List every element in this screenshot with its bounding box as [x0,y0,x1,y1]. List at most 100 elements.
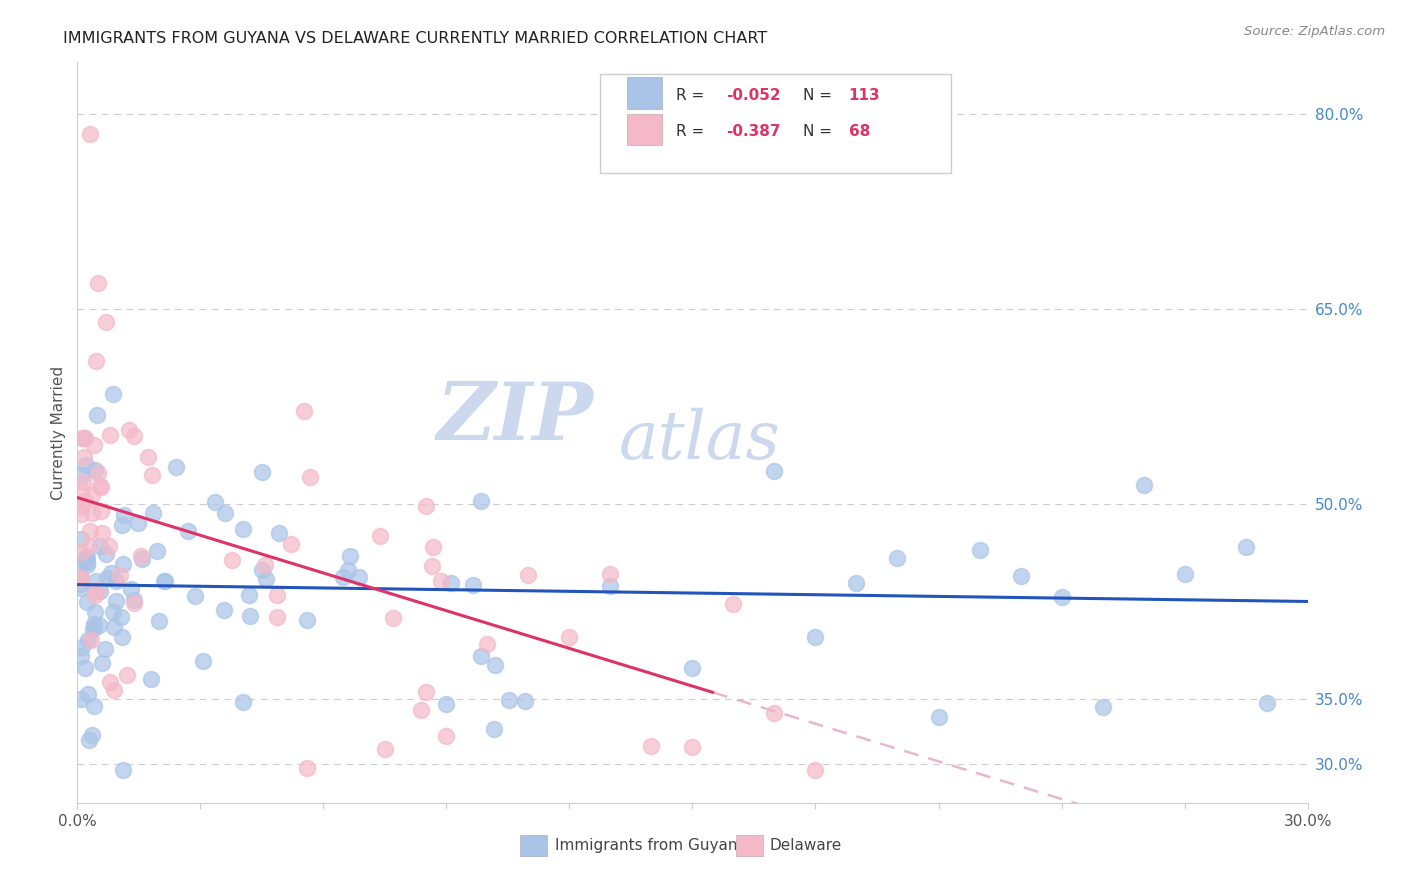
Point [84,605,107,619]
Point [98,675,121,690]
Point [87,617,110,632]
Text: R =: R = [676,124,710,139]
Point [238,588,260,602]
Text: -0.387: -0.387 [725,124,780,139]
Point [415,685,437,699]
Point [232,695,254,709]
Point [184,589,207,603]
Text: 68: 68 [849,124,870,139]
Text: -0.052: -0.052 [725,88,780,103]
Point [70,431,93,445]
Point [484,657,506,672]
Point [83,617,105,632]
Point [347,570,370,584]
Point [73,431,96,445]
Point [70,558,93,572]
Point [73,431,96,445]
Point [254,572,277,586]
FancyBboxPatch shape [600,73,950,173]
Point [77,687,100,701]
Point [969,543,991,558]
Point [83,699,105,714]
Point [70,468,93,483]
Point [191,654,214,668]
Point [75,458,97,472]
Point [298,470,321,484]
Point [70,572,93,586]
Point [87,466,110,480]
Point [297,761,319,775]
Point [84,353,107,368]
Text: 113: 113 [849,88,880,103]
Point [250,465,273,479]
Point [928,709,950,723]
Point [103,683,125,698]
Point [682,739,704,754]
Point [80,506,103,520]
Point [1234,541,1257,555]
Point [72,640,94,655]
Point [470,648,492,663]
Point [122,429,145,443]
Point [266,610,288,624]
Point [886,550,908,565]
Point [1132,478,1154,492]
Point [83,438,105,452]
Bar [627,113,662,145]
Point [463,578,485,592]
Point [127,516,149,531]
Point [80,487,103,501]
Point [94,548,117,562]
Point [146,544,169,558]
Point [1050,590,1073,604]
Point [111,518,134,533]
Point [70,581,93,595]
Point [89,539,111,553]
Point [153,574,176,588]
Text: N =: N = [803,88,837,103]
Point [129,549,152,563]
Point [70,500,93,515]
Text: ZIP: ZIP [437,379,595,457]
Point [250,563,273,577]
Point [86,582,108,597]
Point [70,577,93,591]
Point [90,480,112,494]
Point [429,574,451,589]
Point [70,508,93,522]
Text: R =: R = [676,88,710,103]
Point [83,620,105,634]
Point [70,545,93,559]
Bar [520,836,547,856]
Point [1010,569,1032,583]
Point [558,631,581,645]
Point [70,532,93,546]
Bar [627,78,662,109]
Point [266,588,288,602]
Point [84,574,107,588]
Point [70,691,93,706]
Point [77,632,100,647]
Point [86,408,108,422]
Point [70,571,93,585]
Y-axis label: Currently Married: Currently Married [51,366,66,500]
Point [120,582,142,596]
Point [253,558,276,573]
Point [77,539,100,553]
Point [292,404,315,418]
Point [339,549,361,564]
Point [110,610,132,624]
Point [434,697,457,711]
Point [139,672,162,686]
Point [117,667,139,681]
Point [763,464,786,478]
Point [75,494,97,508]
Point [136,450,159,464]
Point [89,504,111,518]
Point [155,574,177,589]
Point [177,524,200,538]
Point [105,594,128,608]
Point [103,387,125,401]
Point [141,468,163,483]
Point [84,463,107,477]
